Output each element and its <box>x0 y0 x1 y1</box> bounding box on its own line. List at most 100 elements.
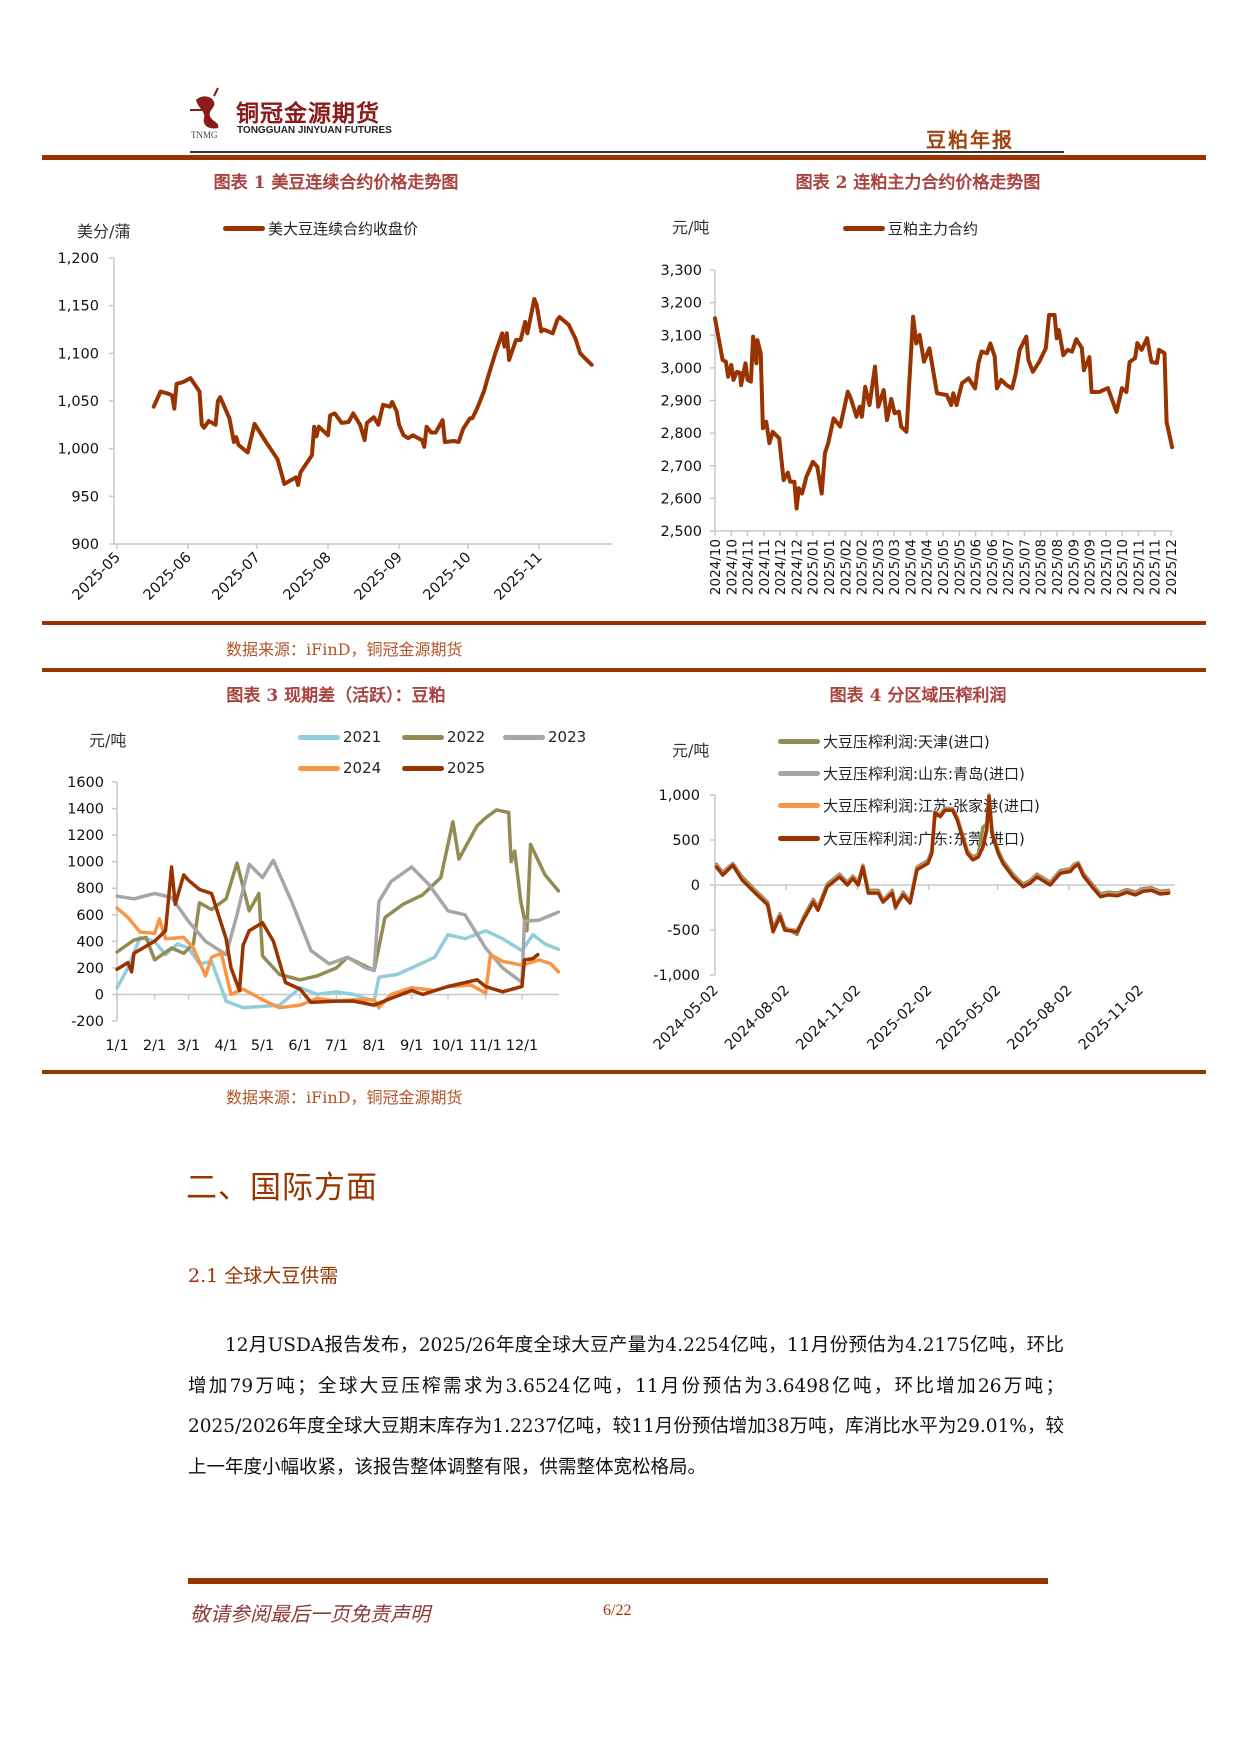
x-tick-label: 2025/06 <box>985 539 1001 595</box>
y-tick-label: 200 <box>76 961 104 977</box>
legend-label: 豆粕主力合约 <box>888 220 979 238</box>
legend-swatch <box>298 734 340 740</box>
chart2-legend: 豆粕主力合约 <box>843 218 978 239</box>
x-tick-label: 2025/05 <box>936 539 952 595</box>
chart4-unit-label: 元/吨 <box>672 741 710 760</box>
figure-2-title: 图表 2 连粕主力合约价格走势图 <box>795 173 1041 193</box>
legend-swatch <box>503 734 545 740</box>
x-tick-label: 2024/12 <box>789 539 805 595</box>
y-tick-label: 1,150 <box>57 299 99 315</box>
x-tick-label: 2025/04 <box>920 539 936 595</box>
footer-divider <box>188 1578 1048 1584</box>
x-tick-label: 4/1 <box>214 1038 237 1054</box>
x-tick-label: 2025/07 <box>1001 539 1017 595</box>
x-tick-label: 2024/11 <box>741 539 757 595</box>
legend-label: 2024 <box>343 759 382 777</box>
chart-2: 2,500 2,600 2,700 2,800 2,900 3,000 3,100 3,200… <box>660 263 1180 595</box>
y-tick-label: 3,000 <box>660 361 702 377</box>
x-tick-label: 2025/02 <box>838 539 854 595</box>
x-tick-label: 2025/11 <box>1131 539 1147 595</box>
legend-swatch <box>778 836 820 841</box>
x-tick-label: 2025-10 <box>420 550 474 604</box>
x-tick-label: 2025/07 <box>1017 539 1033 595</box>
x-tick-label: 2025/05 <box>952 539 968 595</box>
logo-abbreviation: TNMG <box>191 130 218 140</box>
y-tick-label: -1,000 <box>653 968 700 984</box>
x-tick-label: 2025/10 <box>1099 539 1115 595</box>
x-tick-label: 2025/03 <box>887 539 903 595</box>
series-line-crush-margin <box>714 796 1171 934</box>
chart3-legend-2021: 2021 <box>298 728 381 746</box>
section-divider <box>42 668 1206 672</box>
x-tick-label: 1/1 <box>105 1038 128 1054</box>
y-tick-label: 2,600 <box>660 491 702 507</box>
page-number: 6/22 <box>603 1602 632 1619</box>
section-divider <box>42 1070 1206 1074</box>
chart2-unit-label: 元/吨 <box>672 218 710 237</box>
figure-4-title: 图表 4 分区域压榨利润 <box>829 686 1007 706</box>
x-tick-label: 2/1 <box>143 1038 166 1054</box>
series-line-meal-main-contract <box>713 313 1175 511</box>
series-line-crush-margin <box>714 795 1171 934</box>
legend-swatch <box>778 803 820 808</box>
y-tick-label: 1000 <box>67 855 104 871</box>
y-tick-label: 950 <box>71 489 99 505</box>
chart4-legend-dongguan: 大豆压榨利润:广东:东莞(进口) <box>778 828 1025 849</box>
header-divider-thin <box>190 151 1064 153</box>
x-tick-label: 3/1 <box>177 1038 200 1054</box>
y-tick-label: 1,100 <box>57 346 99 362</box>
legend-swatch <box>298 765 340 771</box>
chart1-unit-label: 美分/蒲 <box>77 222 131 241</box>
x-tick-label: 2025/12 <box>1164 539 1180 595</box>
disclaimer-note: 敬请参阅最后一页免责声明 <box>190 1602 430 1626</box>
y-tick-label: 3,200 <box>660 296 702 312</box>
y-tick-label: 400 <box>76 934 104 950</box>
section-divider <box>42 621 1206 625</box>
section-heading: 二、国际方面 <box>186 1170 378 1206</box>
y-tick-label: 2,800 <box>660 426 702 442</box>
chart4-legend-qingdao: 大豆压榨利润:山东:青岛(进口) <box>778 763 1025 784</box>
company-name-cn: 铜冠金源期货 <box>236 100 380 127</box>
header-divider-thick <box>42 155 1206 160</box>
y-tick-label: 500 <box>672 833 700 849</box>
y-tick-label: 0 <box>691 878 700 894</box>
series-line-2025 <box>115 865 540 1007</box>
x-tick-label: 2025/11 <box>1148 539 1164 595</box>
legend-swatch <box>843 226 885 231</box>
x-tick-label: 2025-05-02 <box>933 983 1004 1054</box>
y-tick-label: 1,200 <box>57 251 99 267</box>
legend-swatch <box>402 765 444 771</box>
y-tick-label: 3,300 <box>660 263 702 279</box>
body-paragraph: 12月USDA报告发布，2025/26年度全球大豆产量为4.2254亿吨，11月… <box>188 1335 1064 1478</box>
x-tick-label: 2025/08 <box>1050 539 1066 595</box>
series-line-crush-margin <box>714 798 1171 933</box>
x-tick-label: 2025/06 <box>969 539 985 595</box>
y-tick-label: 2,900 <box>660 394 702 410</box>
company-name-en: TONGGUAN JINYUAN FUTURES <box>237 125 392 136</box>
y-tick-label: -500 <box>667 923 700 939</box>
y-tick-label: 600 <box>76 908 104 924</box>
chart-3: -200 0 200 400 600 800 1000 1200 1400 1600 1/1 2/1 3… <box>67 775 561 1054</box>
legend-label: 2023 <box>548 728 587 746</box>
y-tick-label: 800 <box>76 881 104 897</box>
y-tick-label: 1600 <box>67 775 104 791</box>
y-tick-label: 1400 <box>67 802 104 818</box>
legend-label: 2022 <box>447 728 486 746</box>
legend-swatch <box>223 226 265 231</box>
chart4-legend-tianjin: 大豆压榨利润:天津(进口) <box>778 731 990 752</box>
x-tick-label: 7/1 <box>325 1038 348 1054</box>
figure-3-title: 图表 3 现期差（活跃）：豆粕 <box>226 686 446 706</box>
legend-label: 大豆压榨利润:天津(进口) <box>823 733 990 751</box>
x-tick-label: 2025-06 <box>141 550 195 604</box>
dragon-logo-icon <box>190 87 219 129</box>
y-tick-label: 1,000 <box>658 788 700 804</box>
x-tick-label: 2025/03 <box>871 539 887 595</box>
x-tick-label: 2025-02-02 <box>865 983 936 1054</box>
y-tick-label: 1,050 <box>57 394 99 410</box>
data-source-note: 数据来源：iFinD，铜冠金源期货 <box>226 1088 463 1107</box>
legend-label: 2025 <box>447 759 486 777</box>
series-line-2024 <box>115 906 561 1010</box>
x-tick-label: 11/1 <box>469 1038 502 1054</box>
